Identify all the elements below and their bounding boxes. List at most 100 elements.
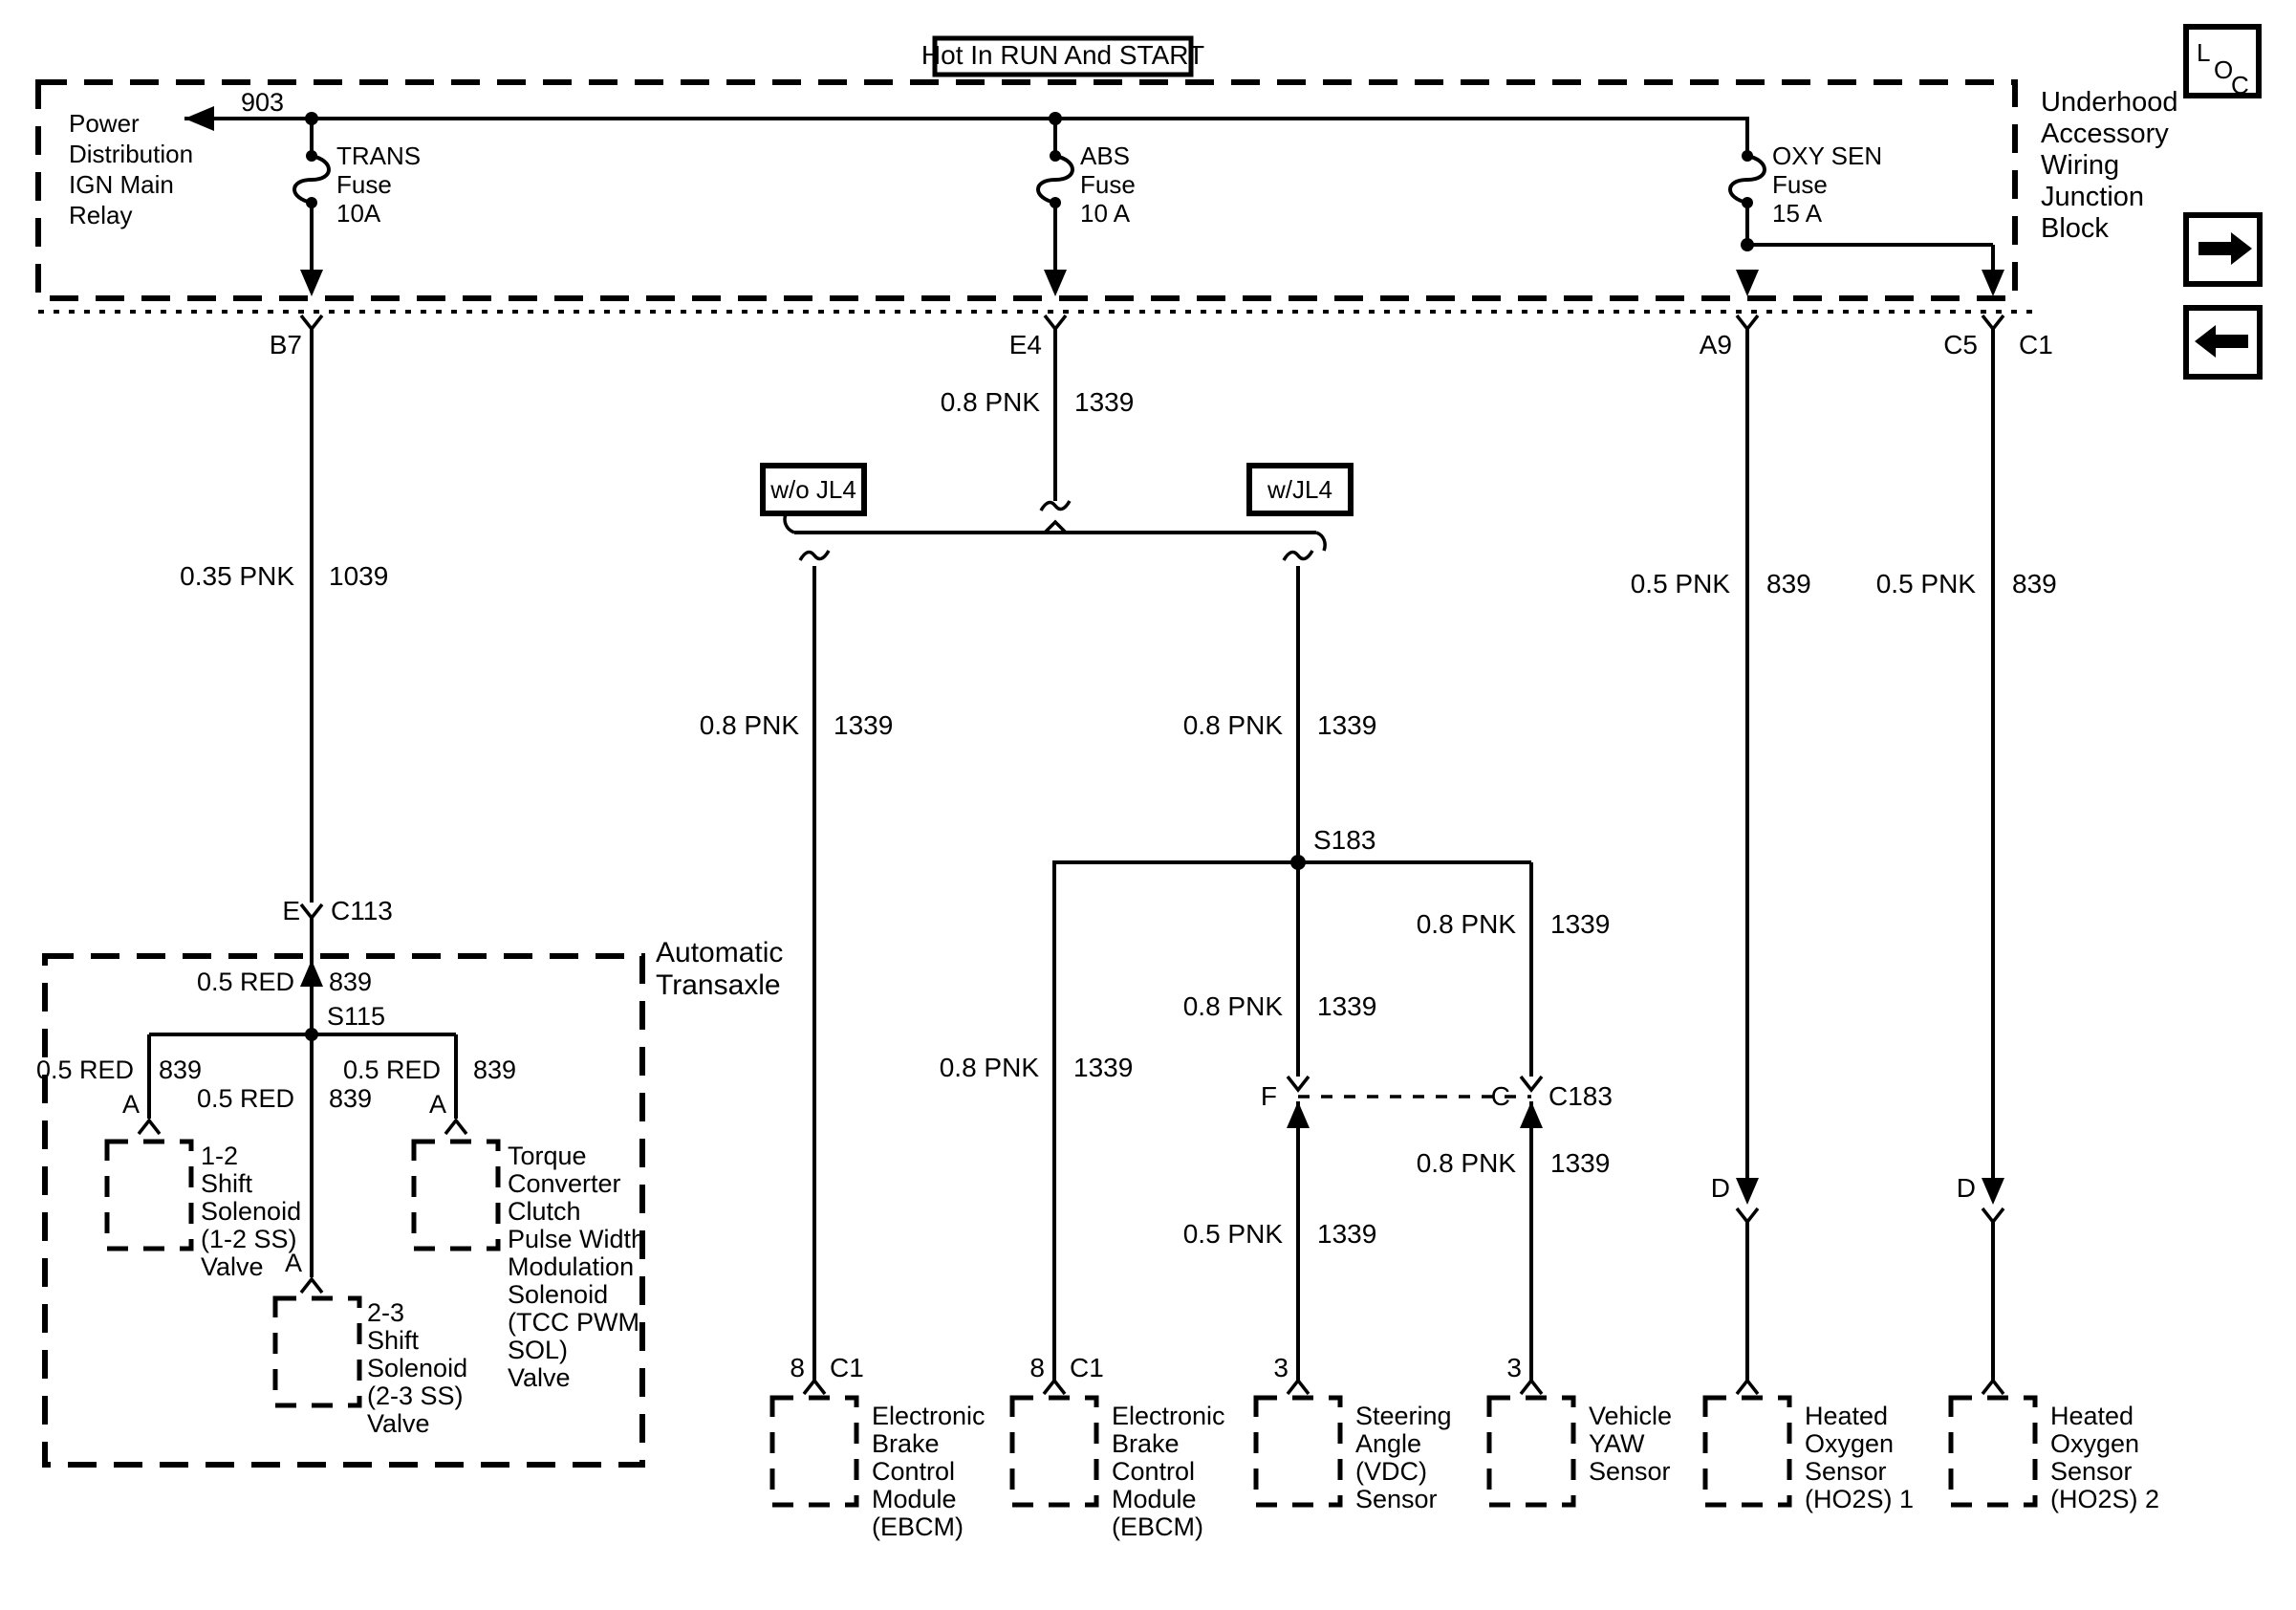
terminal-c-label: C <box>1491 1081 1510 1111</box>
loc-button-box[interactable] <box>2183 24 2262 98</box>
terminal-e-label: E <box>282 896 300 925</box>
wire-c5-gauge: 0.5 PNK <box>1876 569 1977 598</box>
transaxle-outline <box>42 953 645 1468</box>
terminal-carets <box>137 519 2005 1396</box>
oxy-fuse-type: Fuse <box>1772 170 1828 199</box>
loc-letter-l: L <box>2197 38 2210 67</box>
sol23-line1: 2-3 <box>367 1298 404 1327</box>
ebcm2-line5: (EBCM) <box>1112 1512 1203 1541</box>
junction-dots <box>305 112 1754 1041</box>
previous-page-button[interactable] <box>2183 305 2263 380</box>
terminal-ebcm1-pin: 8 <box>790 1353 805 1382</box>
next-page-button[interactable] <box>2183 212 2263 287</box>
tcc-line1: Torque <box>508 1142 587 1170</box>
wire-e4-circuit: 1339 <box>1074 387 1134 417</box>
steering-sensor-box <box>1253 1395 1343 1508</box>
junction-block-name-line4: Junction <box>2041 182 2144 212</box>
wire-steering-mid-circuit: 1339 <box>1317 991 1376 1021</box>
transaxle-label-line2: Transaxle <box>656 969 781 1001</box>
tcc-line4: Pulse Width <box>508 1225 645 1253</box>
wire-trans-left-gauge: 0.5 RED <box>36 1055 134 1084</box>
sol23-line5: Valve <box>367 1409 430 1438</box>
ebcm2-line4: Module <box>1112 1485 1197 1513</box>
wire-wo-jl4-circuit: 1339 <box>834 710 893 740</box>
steering-line1: Steering <box>1355 1402 1452 1430</box>
abs-fuse-name: ABS <box>1080 141 1130 170</box>
terminal-b7-label: B7 <box>270 330 302 359</box>
relay-label-line1: Power <box>69 109 140 138</box>
wire-yaw-lower-circuit: 1339 <box>1550 1148 1610 1178</box>
power-mode-label: Hot In RUN And START <box>921 40 1204 70</box>
junction-block-name-line2: Accessory <box>2041 119 2169 149</box>
wire-trans-left-circuit: 839 <box>159 1055 202 1084</box>
terminal-yaw-pin: 3 <box>1506 1353 1522 1382</box>
wire-steering-lower-gauge: 0.5 PNK <box>1183 1219 1284 1249</box>
junction-block-name-line5: Block <box>2041 213 2109 244</box>
ebcm1-line3: Control <box>872 1457 955 1486</box>
terminal-a-right-label: A <box>429 1090 446 1119</box>
wire-b7-gauge: 0.35 PNK <box>180 561 294 591</box>
junction-block-name-line1: Underhood <box>2041 87 2178 118</box>
abs-fuse-type: Fuse <box>1080 170 1136 199</box>
ebcm2-line3: Control <box>1112 1457 1195 1486</box>
steering-line2: Angle <box>1355 1429 1421 1458</box>
wire-c5-circuit: 839 <box>2012 569 2057 598</box>
ebcm1-line4: Module <box>872 1485 957 1513</box>
sol12-line4: (1-2 SS) <box>201 1225 297 1253</box>
left-arrow-icon <box>2195 325 2248 358</box>
power-mode-label-box <box>932 35 1194 77</box>
wire-e4-gauge: 0.8 PNK <box>941 387 1041 417</box>
terminal-steering-pin: 3 <box>1273 1353 1289 1382</box>
terminal-d1-label: D <box>1711 1173 1730 1203</box>
loc-letter-c: C <box>2231 71 2249 99</box>
terminal-a-center-label: A <box>285 1249 302 1277</box>
terminal-a9-label: A9 <box>1700 330 1732 359</box>
solenoid-12-box <box>104 1139 194 1251</box>
ho2s1-box <box>1702 1395 1792 1508</box>
tcc-line7: (TCC PWM <box>508 1308 639 1337</box>
tcc-line2: Converter <box>508 1169 621 1198</box>
next-page-box[interactable] <box>2183 212 2263 287</box>
previous-page-box[interactable] <box>2183 305 2263 380</box>
loc-button[interactable]: L O C <box>2183 24 2262 99</box>
connector-chevrons <box>299 314 2005 1225</box>
right-arrow-icon <box>2199 232 2252 265</box>
loc-letter-o: O <box>2214 55 2233 84</box>
wire-steering-mid-gauge: 0.8 PNK <box>1183 991 1284 1021</box>
terminal-ebcm2-pin: 8 <box>1029 1353 1045 1382</box>
tcc-line6: Solenoid <box>508 1280 608 1309</box>
yaw-line3: Sensor <box>1589 1457 1671 1486</box>
relay-label-line3: IGN Main <box>69 170 174 199</box>
option-wo-jl4-box <box>760 463 867 516</box>
wire-trans-top-gauge: 0.5 RED <box>197 968 294 996</box>
junction-block-outline <box>35 79 2018 301</box>
wire-trans-top-circuit: 839 <box>329 968 372 996</box>
wire-b7-circuit: 1039 <box>329 561 388 591</box>
splice-s115-label: S115 <box>327 1002 385 1031</box>
terminal-c5-label: C5 <box>1943 330 1978 359</box>
tcc-line3: Clutch <box>508 1197 581 1226</box>
option-w-jl4-label: w/JL4 <box>1267 475 1332 504</box>
oxy-fuse-name: OXY SEN <box>1772 141 1882 170</box>
tcc-solenoid-box <box>411 1139 501 1251</box>
ebcm1-line2: Brake <box>872 1429 940 1458</box>
solenoid-23-box <box>272 1295 362 1408</box>
relay-label-line2: Distribution <box>69 140 193 168</box>
trans-fuse-name: TRANS <box>336 141 421 170</box>
tcc-line9: Valve <box>508 1363 571 1392</box>
splice-s183-label: S183 <box>1313 825 1375 855</box>
option-wo-jl4-label: w/o JL4 <box>769 475 856 504</box>
steering-line4: Sensor <box>1355 1485 1438 1513</box>
ho2s1-line2: Oxygen <box>1805 1429 1894 1458</box>
terminal-e4-label: E4 <box>1009 330 1042 359</box>
tcc-line8: SOL) <box>508 1336 568 1364</box>
wire-steering-lower-circuit: 1339 <box>1317 1219 1376 1249</box>
wire-w-jl4-circuit: 1339 <box>1317 710 1376 740</box>
trans-fuse-rating: 10A <box>336 199 381 228</box>
wire-ebcm2-circuit: 1339 <box>1073 1053 1133 1082</box>
wire-ebcm2-gauge: 0.8 PNK <box>940 1053 1040 1082</box>
ebcm2-line2: Brake <box>1112 1429 1180 1458</box>
ho2s1-line1: Heated <box>1805 1402 1888 1430</box>
